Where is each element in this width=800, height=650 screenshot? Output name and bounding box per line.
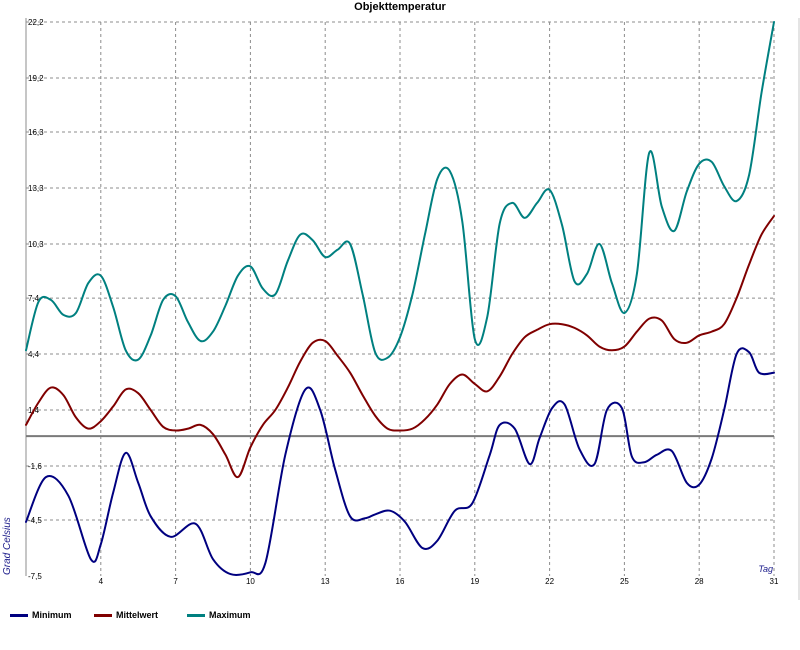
legend-swatch bbox=[187, 613, 205, 617]
chart-title: Objekttemperatur bbox=[354, 1, 446, 13]
series-line-mittelwert bbox=[25, 215, 775, 479]
y-tick-label: 13,3 bbox=[28, 184, 44, 193]
x-tick-label: 10 bbox=[246, 577, 255, 586]
y-tick-label: -7,5 bbox=[28, 572, 42, 581]
legend-label: Minimum bbox=[32, 610, 72, 620]
y-tick-label: 16,3 bbox=[28, 128, 44, 137]
series-line-maximum bbox=[25, 21, 775, 362]
x-tick-label: 13 bbox=[321, 577, 330, 586]
legend-label: Mittelwert bbox=[116, 610, 159, 620]
y-tick-label: -4,5 bbox=[28, 516, 42, 525]
series-line-minimum bbox=[25, 347, 775, 576]
legend-swatch bbox=[10, 613, 28, 617]
y-tick-label: -1,6 bbox=[28, 462, 42, 471]
y-axis-label: Grad Celsius bbox=[2, 517, 13, 575]
legend-item-mittelwert: Mittelwert bbox=[94, 610, 187, 620]
grid bbox=[26, 21, 775, 576]
x-tick-label: 7 bbox=[173, 577, 178, 586]
axes: 4 7 10 13 16 19 22 25 28 31-7,5-4,5-1,61,44,47,41… bbox=[25, 18, 779, 586]
x-tick-label: 25 bbox=[620, 577, 629, 586]
legend: Minimum Mittelwert Maximum bbox=[10, 610, 251, 620]
y-tick-label: 10,3 bbox=[28, 240, 44, 249]
x-tick-label: 4 bbox=[99, 577, 104, 586]
x-tick-label: 19 bbox=[470, 577, 479, 586]
x-tick-label: 28 bbox=[695, 577, 704, 586]
y-tick-label: 7,4 bbox=[28, 294, 40, 303]
x-tick-label: 31 bbox=[770, 577, 779, 586]
y-tick-label: 19,2 bbox=[28, 74, 44, 83]
series-lines bbox=[25, 21, 775, 576]
legend-label: Maximum bbox=[209, 610, 251, 620]
legend-item-minimum: Minimum bbox=[10, 610, 94, 620]
y-tick-label: 4,4 bbox=[28, 350, 40, 359]
legend-item-maximum: Maximum bbox=[187, 610, 251, 620]
legend-swatch bbox=[94, 613, 112, 617]
x-tick-label: 22 bbox=[545, 577, 554, 586]
x-axis-label: Tag bbox=[758, 564, 773, 574]
y-tick-label: 22,2 bbox=[28, 18, 44, 27]
x-tick-label: 16 bbox=[396, 577, 405, 586]
